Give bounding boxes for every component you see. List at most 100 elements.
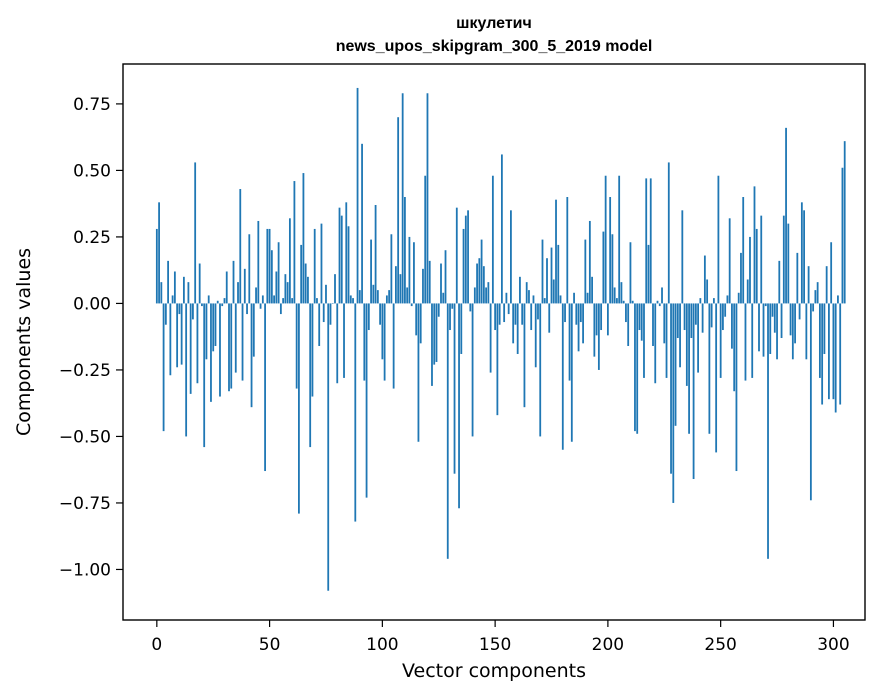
bar-257 bbox=[735, 303, 738, 472]
bar-29 bbox=[221, 303, 224, 307]
bar-162 bbox=[521, 303, 524, 325]
bar-37 bbox=[239, 189, 242, 304]
bar-74 bbox=[322, 303, 325, 323]
bar-148 bbox=[489, 303, 492, 373]
bar-25 bbox=[212, 303, 215, 352]
bar-35 bbox=[234, 303, 237, 373]
bar-216 bbox=[643, 303, 645, 378]
bar-226 bbox=[665, 303, 668, 378]
bar-67 bbox=[307, 276, 309, 304]
bar-86 bbox=[349, 295, 352, 304]
bar-277 bbox=[780, 303, 783, 339]
bar-231 bbox=[676, 303, 679, 339]
bar-112 bbox=[408, 236, 411, 304]
bar-234 bbox=[683, 303, 686, 331]
bar-137 bbox=[464, 215, 467, 304]
bar-18 bbox=[196, 303, 199, 384]
bar-220 bbox=[652, 303, 654, 346]
bar-245 bbox=[708, 303, 711, 434]
bar-221 bbox=[654, 303, 657, 384]
y-tick-label: 0.50 bbox=[73, 161, 111, 181]
bar-229 bbox=[672, 303, 675, 503]
bar-103 bbox=[388, 290, 391, 304]
bar-64 bbox=[300, 244, 303, 304]
bar-176 bbox=[552, 279, 555, 304]
bar-33 bbox=[230, 303, 233, 389]
plot-frame bbox=[122, 63, 866, 621]
bar-106 bbox=[394, 266, 397, 304]
bar-69 bbox=[311, 303, 314, 397]
bar-126 bbox=[440, 263, 442, 304]
bar-238 bbox=[692, 303, 695, 480]
bar-262 bbox=[746, 279, 749, 304]
bar-87 bbox=[352, 298, 354, 304]
bar-22 bbox=[205, 303, 208, 360]
bar-296 bbox=[823, 303, 826, 354]
bar-192 bbox=[588, 220, 591, 304]
bar-158 bbox=[512, 303, 515, 344]
bar-41 bbox=[248, 234, 251, 304]
bar-122 bbox=[431, 303, 433, 386]
bar-214 bbox=[638, 303, 641, 331]
bar-14 bbox=[187, 282, 190, 304]
bar-210 bbox=[629, 242, 632, 304]
bar-239 bbox=[694, 303, 697, 325]
bar-110 bbox=[404, 197, 406, 304]
bar-146 bbox=[485, 287, 487, 304]
bar-225 bbox=[663, 303, 666, 344]
bar-242 bbox=[701, 303, 704, 333]
bar-230 bbox=[674, 303, 677, 426]
bar-251 bbox=[722, 303, 724, 331]
bar-88 bbox=[354, 303, 357, 522]
bar-58 bbox=[286, 282, 289, 304]
bar-293 bbox=[816, 282, 819, 304]
bar-168 bbox=[534, 303, 537, 368]
bar-91 bbox=[361, 143, 363, 304]
bar-82 bbox=[340, 215, 343, 304]
bar-266 bbox=[755, 228, 758, 304]
bar-78 bbox=[331, 303, 334, 304]
bar-153 bbox=[500, 154, 503, 304]
x-axis-ticks: 0 50 100 150 200 250 300 bbox=[151, 620, 850, 655]
bar-271 bbox=[767, 303, 769, 559]
bar-111 bbox=[406, 287, 409, 304]
bar-294 bbox=[818, 303, 821, 378]
bar-179 bbox=[559, 295, 562, 304]
bar-117 bbox=[419, 303, 422, 344]
bar-56 bbox=[282, 298, 285, 304]
x-tick-label: 300 bbox=[817, 635, 849, 655]
bar-261 bbox=[744, 303, 747, 381]
bar-2 bbox=[160, 282, 163, 304]
bar-65 bbox=[302, 173, 305, 304]
bar-185 bbox=[573, 292, 575, 304]
bar-144 bbox=[480, 239, 483, 304]
bar-90 bbox=[358, 290, 361, 304]
bar-98 bbox=[376, 290, 379, 304]
bar-254 bbox=[728, 218, 731, 304]
bar-186 bbox=[575, 303, 578, 325]
bar-276 bbox=[778, 260, 781, 304]
bar-275 bbox=[776, 303, 778, 360]
bar-222 bbox=[656, 300, 659, 304]
bar-85 bbox=[347, 226, 350, 304]
bar-118 bbox=[422, 268, 424, 304]
bar-52 bbox=[273, 295, 275, 304]
bar-128 bbox=[444, 250, 447, 304]
bar-4 bbox=[164, 303, 167, 325]
bar-212 bbox=[634, 303, 636, 432]
bar-72 bbox=[318, 303, 321, 346]
bar-60 bbox=[291, 298, 294, 304]
bar-157 bbox=[510, 210, 512, 304]
bar-104 bbox=[390, 234, 393, 304]
bar-206 bbox=[620, 282, 623, 304]
bar-302 bbox=[837, 295, 839, 304]
bar-182 bbox=[566, 197, 569, 304]
bar-13 bbox=[185, 303, 188, 437]
bar-161 bbox=[519, 276, 521, 304]
bar-223 bbox=[658, 303, 661, 307]
bar-23 bbox=[207, 295, 210, 304]
bar-7 bbox=[171, 295, 174, 304]
bar-27 bbox=[216, 300, 219, 304]
bar-241 bbox=[699, 298, 702, 304]
bar-116 bbox=[417, 303, 420, 442]
